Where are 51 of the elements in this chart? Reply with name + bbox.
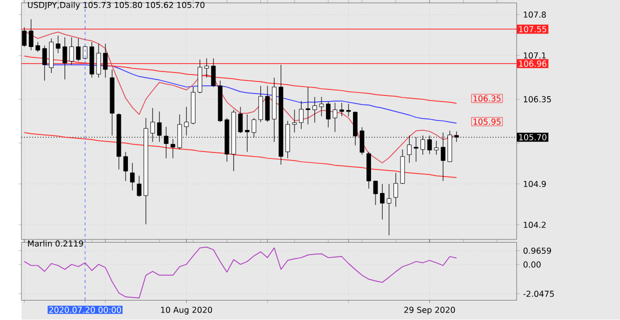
- candlestick: [386, 184, 392, 236]
- chart-title: Marlin 0.2119: [28, 240, 84, 247]
- candlestick: [319, 96, 324, 117]
- y-tick-label: -2.0475: [523, 290, 554, 298]
- candlestick: [42, 45, 47, 82]
- y-tick-label: 0.00: [524, 262, 541, 268]
- candlestick: [136, 176, 142, 198]
- candlestick: [76, 38, 81, 62]
- y-tick-label: 107.8: [524, 12, 546, 18]
- text: 106.35: [474, 96, 501, 102]
- candlestick: [28, 19, 34, 51]
- candlestick: [326, 102, 331, 128]
- y-tick-label: 104.2: [524, 222, 546, 228]
- candlestick: [157, 111, 162, 142]
- candlestick: [22, 27, 27, 48]
- candlestick: [69, 37, 74, 66]
- x-tick-label: 10 Aug 2020: [161, 306, 212, 315]
- text: 105.95: [474, 118, 501, 125]
- candlestick: [394, 172, 398, 208]
- candlestick: [339, 102, 344, 117]
- candlestick: [123, 152, 128, 182]
- y-tick-label: 104.9: [524, 181, 546, 188]
- candlestick: [204, 58, 209, 78]
- candlestick: [292, 110, 297, 134]
- candlestick: [56, 36, 60, 54]
- candlestick: [211, 58, 216, 88]
- x-tick-label: 29 Sep 2020: [404, 306, 455, 315]
- candlestick: [312, 96, 318, 124]
- candlestick: [258, 86, 263, 123]
- candlestick: [380, 184, 385, 220]
- y-tick-label: 107.1: [524, 52, 546, 59]
- ref-line-label: 105.70: [519, 134, 546, 141]
- candlestick: [103, 44, 108, 78]
- chart-title: USDJPY,Daily 105.73 105.80 105.62 105.70: [28, 2, 204, 10]
- candlestick: [346, 104, 351, 117]
- candlestick: [434, 140, 439, 156]
- candlestick: [96, 44, 101, 78]
- ref-line-label: 107.55: [519, 26, 546, 32]
- candlestick: [306, 86, 310, 125]
- candlestick: [373, 180, 378, 206]
- ref-line-label: 106.96: [519, 60, 546, 67]
- candlestick: [62, 37, 68, 80]
- x-tick-label: 2020.07.20 00:00: [49, 306, 122, 314]
- candlestick: [332, 102, 338, 132]
- candlestick: [130, 162, 135, 191]
- y-tick-label: 106.35: [524, 96, 551, 103]
- y-tick-label: 0.9659: [524, 248, 552, 254]
- candlestick: [36, 42, 40, 52]
- candlestick: [265, 86, 270, 123]
- candlestick: [238, 106, 243, 134]
- candlestick: [298, 100, 304, 130]
